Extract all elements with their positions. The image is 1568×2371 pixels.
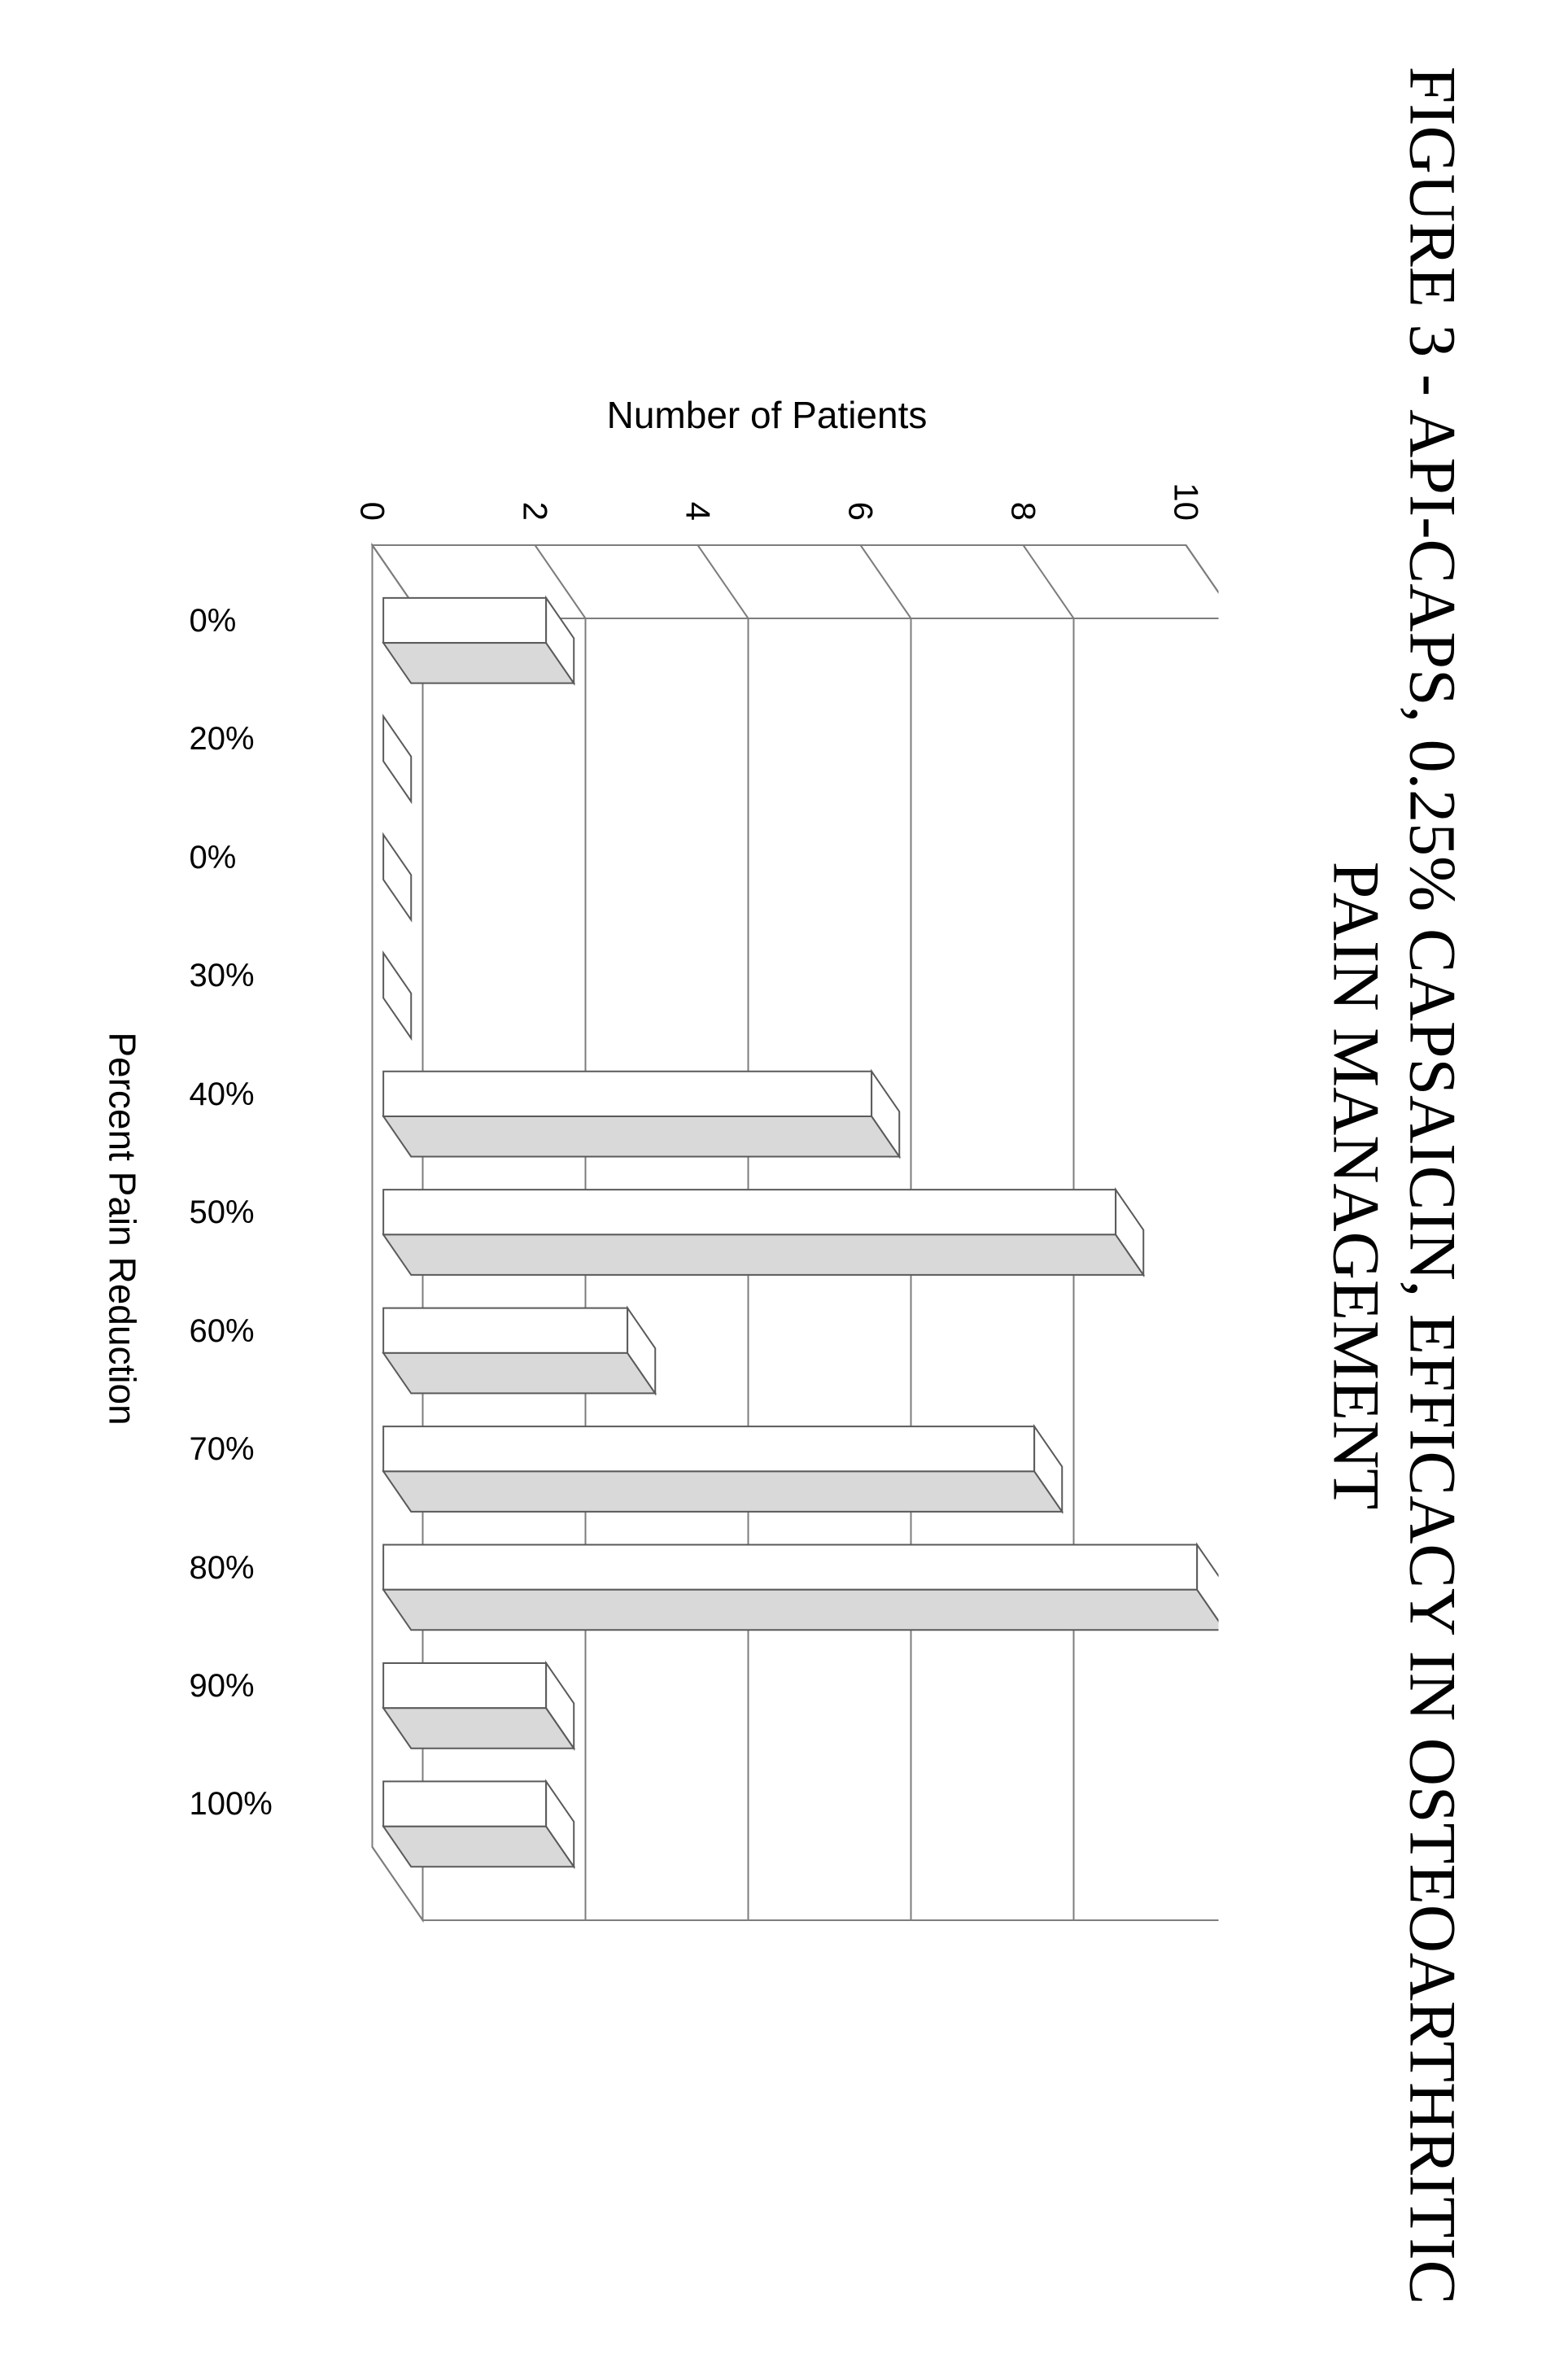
x-tick-label: 20% <box>189 721 254 758</box>
x-tick-label: 0% <box>189 840 236 876</box>
bar-front <box>383 1781 546 1826</box>
bar-chart-3d <box>315 504 1218 1953</box>
bar-side <box>383 1234 1143 1275</box>
bar-front <box>383 1072 871 1116</box>
x-tick-label: 80% <box>189 1550 254 1587</box>
bar-side <box>383 643 574 683</box>
bar-front <box>383 1426 1034 1471</box>
bar-front <box>383 598 546 643</box>
x-tick-label: 30% <box>189 958 254 994</box>
bar-front <box>383 1663 546 1708</box>
x-tick-label: 50% <box>189 1194 254 1231</box>
y-axis-title-container: Number of Patients <box>315 399 1218 431</box>
bar-front <box>383 1308 627 1353</box>
bar-front <box>383 1545 1197 1590</box>
bar-side <box>383 1353 655 1394</box>
title-line-1: FIGURE 3 - API-CAPS, 0.25% CAPSAICIN, EF… <box>1395 67 1470 2305</box>
bar-side <box>383 1471 1062 1512</box>
y-axis-title: Number of Patients <box>606 393 927 437</box>
bar-front <box>383 1190 1116 1234</box>
bar-side <box>383 1708 574 1749</box>
x-tick-label: 70% <box>189 1431 254 1468</box>
x-tick-label: 0% <box>189 603 236 640</box>
bar-side <box>383 1590 1218 1631</box>
x-tick-label: 40% <box>189 1076 254 1113</box>
title-line-2: PAIN MANAGEMENT <box>1319 862 1393 1510</box>
x-tick-label: 100% <box>189 1786 272 1823</box>
x-tick-label: 90% <box>189 1668 254 1705</box>
page-title: FIGURE 3 - API-CAPS, 0.25% CAPSAICIN, EF… <box>1317 0 1470 2371</box>
bar-side <box>383 1827 574 1867</box>
x-axis-ticks: 0% 20% 0% 30% 40% 50% 60% 70% 80% 90% 100% <box>164 504 311 1953</box>
x-axis-title: Percent Pain Reduction <box>100 504 144 1953</box>
bar-side <box>383 1116 899 1157</box>
x-tick-label: 60% <box>189 1313 254 1350</box>
